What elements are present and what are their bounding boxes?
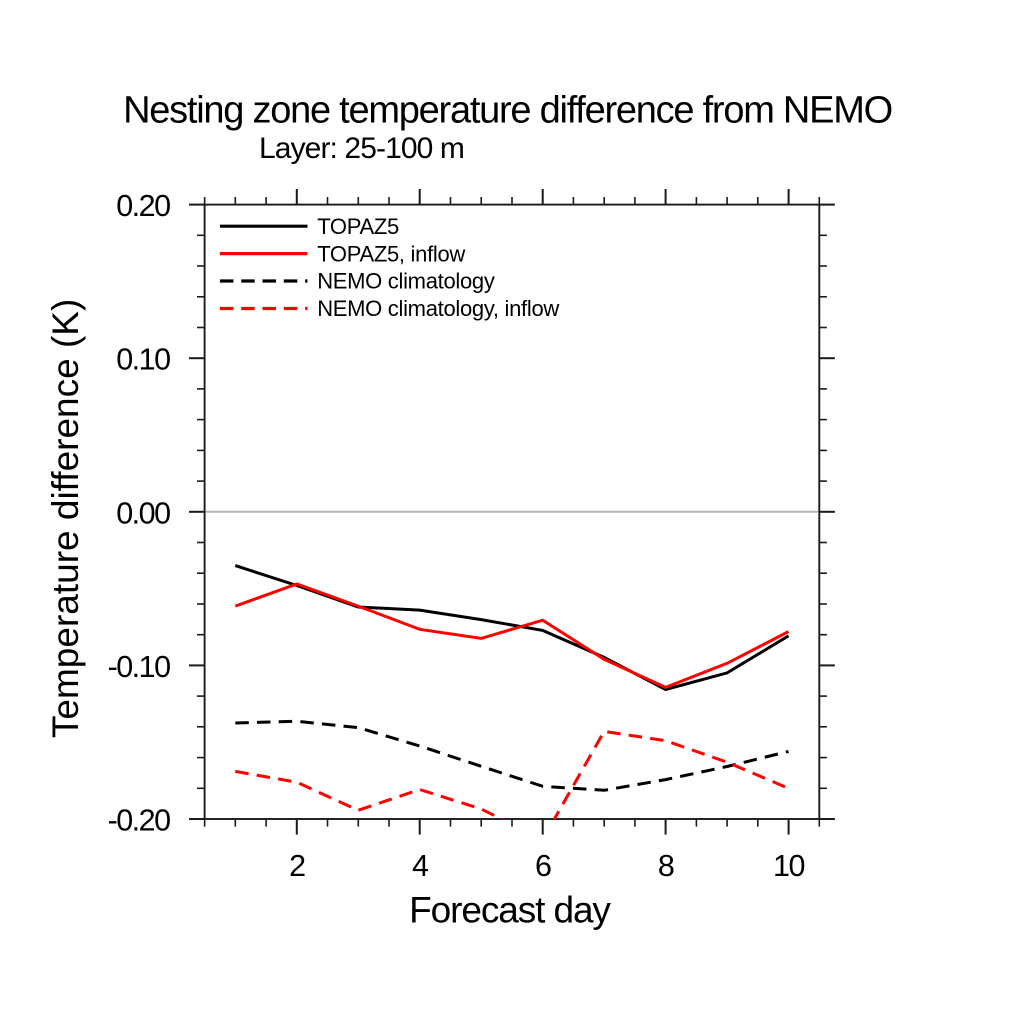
svg-text:NEMO climatology: NEMO climatology (317, 269, 495, 294)
svg-text:Temperature difference (K): Temperature difference (K) (45, 299, 86, 738)
svg-text:10: 10 (773, 849, 804, 883)
svg-text:8: 8 (658, 849, 674, 883)
svg-text:NEMO climatology, inflow: NEMO climatology, inflow (317, 296, 559, 321)
svg-text:TOPAZ5, inflow: TOPAZ5, inflow (317, 241, 465, 266)
svg-text:2: 2 (289, 849, 305, 883)
svg-text:-0.10: -0.10 (108, 650, 171, 684)
svg-text:Forecast day: Forecast day (409, 890, 611, 931)
svg-text:6: 6 (535, 849, 551, 883)
svg-text:0.20: 0.20 (116, 189, 170, 223)
svg-text:4: 4 (412, 849, 429, 883)
svg-text:0.00: 0.00 (116, 496, 170, 530)
svg-text:Layer: 25-100 m: Layer: 25-100 m (259, 132, 464, 165)
svg-text:Nesting zone temperature diffe: Nesting zone temperature difference from… (123, 90, 892, 132)
svg-text:TOPAZ5: TOPAZ5 (317, 214, 399, 239)
svg-text:-0.20: -0.20 (108, 804, 171, 838)
svg-text:0.10: 0.10 (116, 343, 170, 377)
